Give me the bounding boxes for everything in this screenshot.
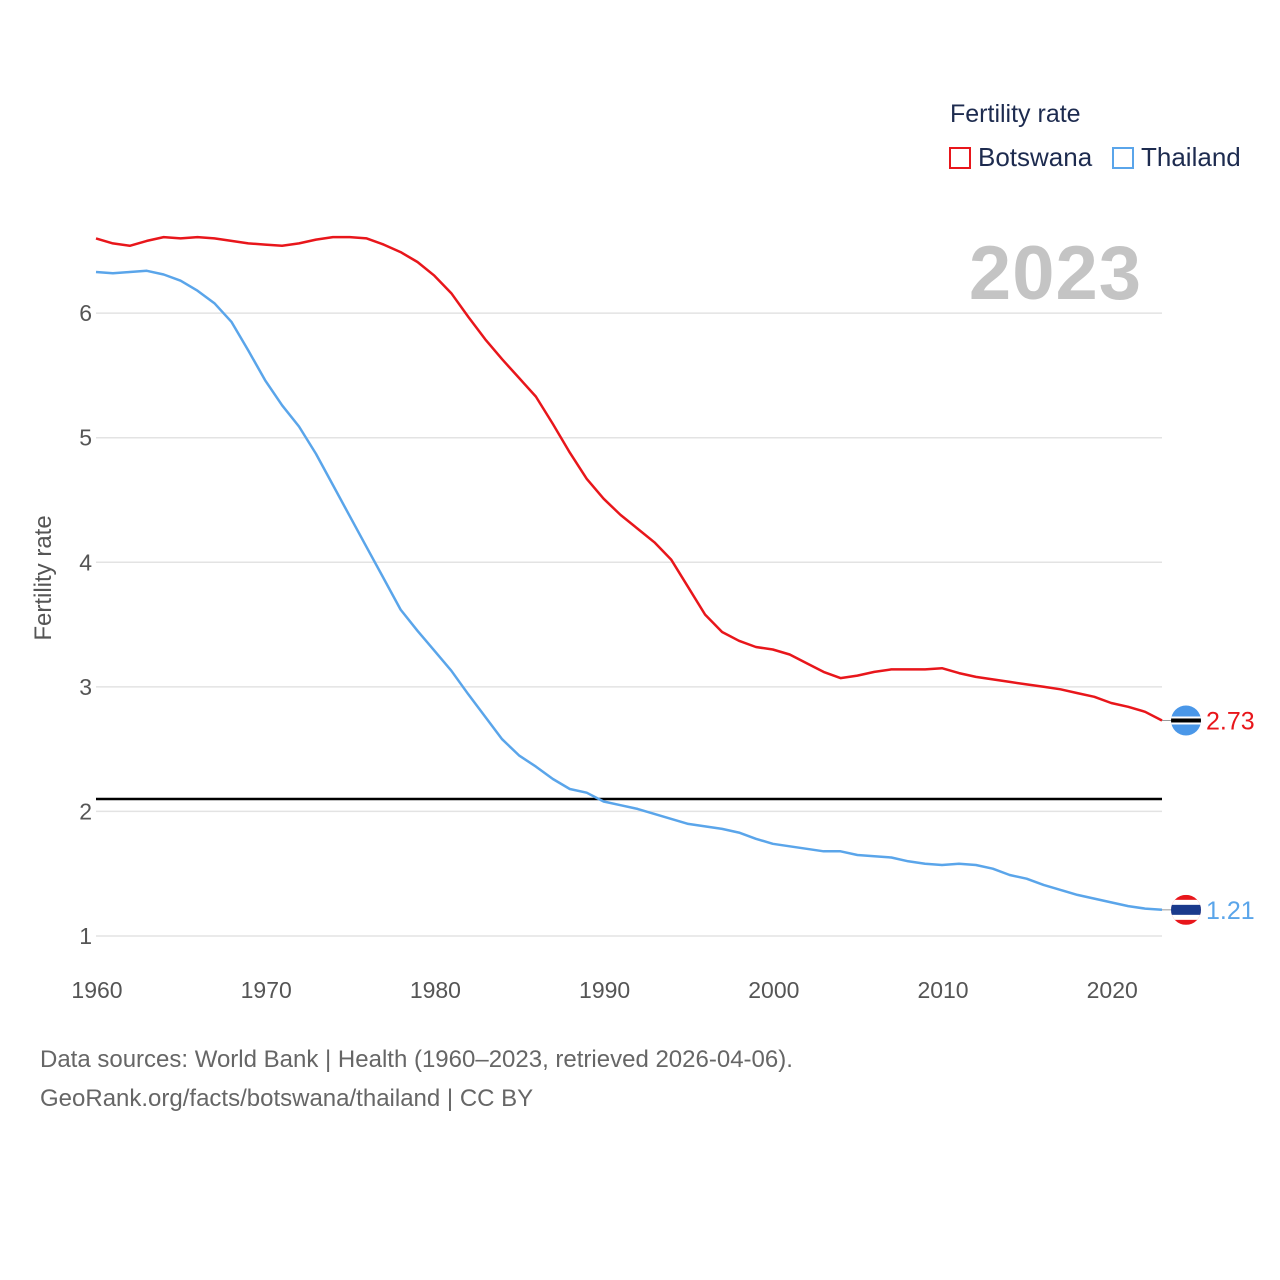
y-tick-label: 4 <box>79 549 92 575</box>
x-tick-label: 1980 <box>410 977 461 1003</box>
legend-title: Fertility rate <box>950 100 1081 128</box>
y-axis-ticks: 1 2 3 4 5 6 <box>79 300 92 949</box>
end-value-label-thailand: 1.21 <box>1206 897 1255 925</box>
x-tick-label: 1970 <box>241 977 292 1003</box>
end-value-label-botswana: 2.73 <box>1206 707 1255 735</box>
series-line-botswana <box>95 235 1163 722</box>
data-source-note: Data sources: World Bank | Health (1960–… <box>40 1046 793 1073</box>
y-tick-label: 6 <box>79 300 92 326</box>
x-tick-label: 1990 <box>579 977 630 1003</box>
legend-item-thailand[interactable]: Thailand <box>1112 142 1241 173</box>
x-axis-ticks: 1960 1970 1980 1990 2000 2010 2020 <box>71 977 1137 1003</box>
x-tick-label: 2020 <box>1087 977 1138 1003</box>
y-tick-label: 3 <box>79 674 92 700</box>
end-markers: 2.73 1.21 <box>1162 705 1255 925</box>
legend-item-botswana[interactable]: Botswana <box>949 142 1092 173</box>
y-tick-label: 2 <box>79 798 92 824</box>
flag-thailand-icon <box>1171 894 1201 925</box>
x-tick-label: 1960 <box>71 977 122 1003</box>
series-line-thailand <box>95 269 1163 912</box>
y-axis-label: Fertility rate <box>30 515 57 640</box>
x-tick-label: 2000 <box>748 977 799 1003</box>
flag-botswana-icon <box>1171 705 1201 736</box>
current-year-label: 2023 <box>968 231 1142 316</box>
legend-label-botswana: Botswana <box>978 142 1093 172</box>
gridlines <box>96 312 1162 937</box>
legend-swatch-thailand <box>1112 146 1134 169</box>
legend-label-thailand: Thailand <box>1141 142 1241 172</box>
y-tick-label: 5 <box>79 425 92 451</box>
legend-swatch-botswana <box>949 146 971 169</box>
x-tick-label: 2010 <box>917 977 968 1003</box>
y-tick-label: 1 <box>79 923 92 949</box>
series-lines <box>95 235 1163 912</box>
attribution-link[interactable]: GeoRank.org/facts/botswana/thailand | CC… <box>40 1085 534 1112</box>
